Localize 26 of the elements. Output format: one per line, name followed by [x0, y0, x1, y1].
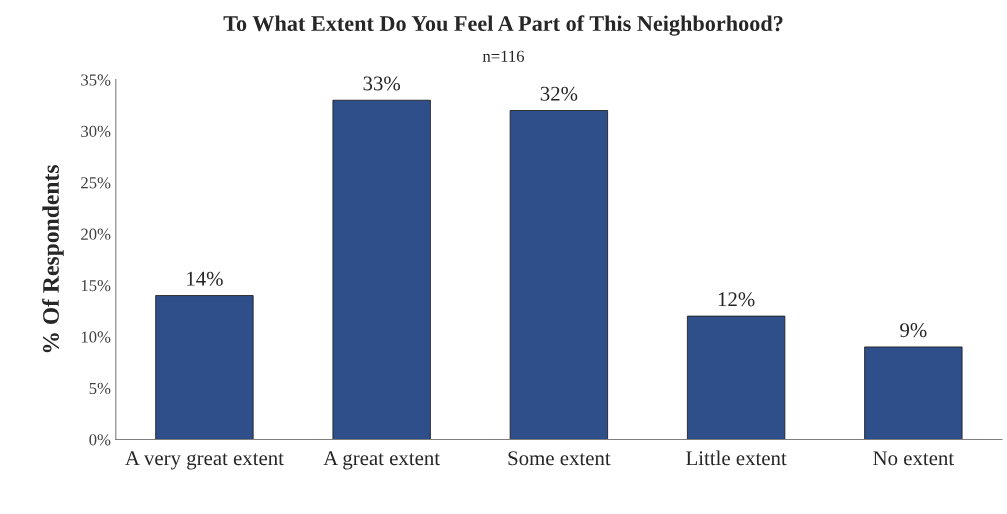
chart-title: To What Extent Do You Feel A Part of This Neighborhood? [223, 15, 783, 36]
data-label: 32% [540, 86, 578, 101]
bar [686, 315, 786, 440]
bar [509, 110, 609, 440]
data-label: 9% [900, 323, 927, 338]
x-tick-label: A great extent [323, 451, 440, 470]
y-tick-label: 15% [81, 279, 111, 292]
chart-subtitle: n=116 [482, 50, 525, 62]
y-tick-label: 10% [81, 331, 111, 343]
data-label: 14% [187, 271, 223, 286]
y-tick-label: 20% [81, 228, 111, 240]
bar [155, 295, 254, 440]
x-tick-label: Little extent [686, 450, 787, 466]
x-tick-label: Some extent [508, 451, 611, 466]
y-tick-label: 0% [89, 434, 111, 446]
data-label: 33% [363, 76, 401, 91]
y-tick-label: 30% [81, 125, 111, 138]
y-tick-label: 25% [81, 177, 111, 189]
x-tick-label: No extent [873, 451, 955, 466]
data-label: 12% [718, 292, 755, 307]
bar [332, 99, 431, 440]
y-tick-label: 35% [81, 74, 111, 86]
y-axis-title: % Of Respondents [42, 165, 64, 353]
x-tick-label: A very great extent [125, 451, 284, 470]
y-tick-label: 5% [89, 382, 111, 395]
bar [864, 346, 963, 440]
